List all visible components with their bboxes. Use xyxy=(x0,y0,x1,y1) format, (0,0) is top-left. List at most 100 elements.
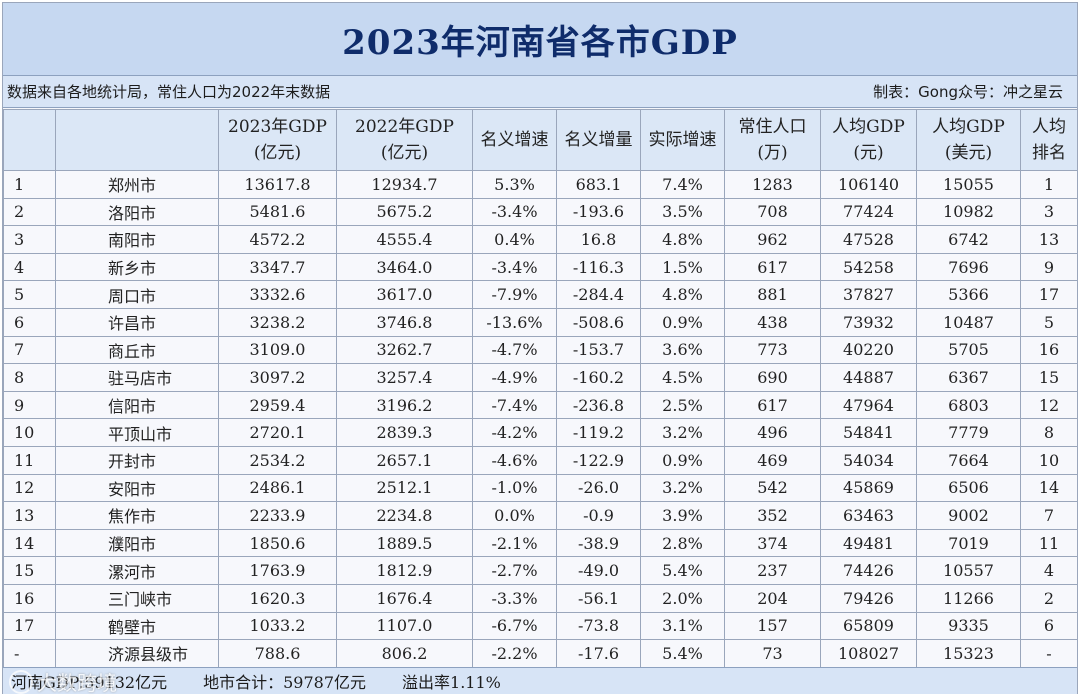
table-cell: -7.4% xyxy=(472,390,557,420)
table-cell: 3 xyxy=(3,225,56,254)
header-cell: 人均GDP (元) xyxy=(820,109,917,171)
header-cell: 常住人口 (万) xyxy=(724,109,821,171)
table-cell: 63463 xyxy=(820,501,917,530)
table-cell: -0.9 xyxy=(556,501,641,530)
table-cell: -3.3% xyxy=(472,583,557,613)
header-cell: 人均GDP (美元) xyxy=(916,109,1021,171)
table-cell: -284.4 xyxy=(556,280,641,309)
header-cell: 2022年GDP (亿元) xyxy=(336,109,473,171)
table-cell: 204 xyxy=(724,583,821,613)
table-cell: 14 xyxy=(3,528,56,558)
table-cell: 54258 xyxy=(820,252,917,282)
table-cell: 469 xyxy=(724,445,821,475)
table-cell: 5 xyxy=(3,280,56,309)
city-name-cell: 开封市 xyxy=(55,445,219,475)
table-cell: 374 xyxy=(724,528,821,558)
table-cell: - xyxy=(3,639,56,668)
city-name-cell: 新乡市 xyxy=(55,252,219,282)
table-cell: 108027 xyxy=(820,639,917,668)
source-note-bar: 数据来自各地统计局，常住人口为2022年末数据 制表：Gong众号：冲之星云 xyxy=(3,76,1077,108)
header-cell: 2023年GDP (亿元) xyxy=(218,109,337,171)
header-cell xyxy=(3,109,56,171)
table-cell: -13.6% xyxy=(472,307,557,337)
table-row: 16 三门峡市 1620.3 1676.4 -3.3% -56.1 2.0% 204 79426… xyxy=(3,583,1078,613)
table-cell: 15 xyxy=(1020,363,1078,392)
header-unit: 排名 xyxy=(1032,143,1066,163)
table-cell: 4.8% xyxy=(640,225,725,254)
table-cell: 17 xyxy=(3,611,56,641)
table-cell: 5 xyxy=(1020,307,1078,337)
table-cell: 45869 xyxy=(820,473,917,503)
table-cell: 49481 xyxy=(820,528,917,558)
table-cell: -17.6 xyxy=(556,639,641,668)
table-cell: 3109.0 xyxy=(218,335,337,365)
table-cell: 237 xyxy=(724,556,821,585)
table-cell: 1283 xyxy=(724,170,821,199)
header-cell: 人均 排名 xyxy=(1020,109,1078,171)
author-note: 制表：Gong众号：冲之星云 xyxy=(873,83,1063,101)
table-cell: -4.7% xyxy=(472,335,557,365)
table-cell: 4 xyxy=(3,252,56,282)
table-cell: 40220 xyxy=(820,335,917,365)
table-cell: 17 xyxy=(1020,280,1078,309)
table-cell: 7 xyxy=(3,335,56,365)
table-cell: -3.4% xyxy=(472,252,557,282)
header-line: 2022年GDP xyxy=(355,117,454,137)
table-cell: -193.6 xyxy=(556,197,641,227)
table-cell: 0.9% xyxy=(640,445,725,475)
table-cell: 3196.2 xyxy=(336,390,473,420)
table-cell: 4572.2 xyxy=(218,225,337,254)
table-cell: 4.5% xyxy=(640,363,725,392)
table-cell: 1 xyxy=(1020,170,1078,199)
table-cell: 74426 xyxy=(820,556,917,585)
table-cell: 0.0% xyxy=(472,501,557,530)
table-cell: 14 xyxy=(1020,473,1078,503)
table-row: 8 驻马店市 3097.2 3257.4 -4.9% -160.2 4.5% 690 44887… xyxy=(3,363,1078,392)
table-cell: 3.2% xyxy=(640,473,725,503)
city-name-cell: 许昌市 xyxy=(55,307,219,337)
title-bar: 2023年河南省各市GDP xyxy=(3,3,1077,76)
table-cell: 6 xyxy=(3,307,56,337)
header-row: 2023年GDP (亿元) 2022年GDP (亿元) 名义增速 名义增量 实际增速 常住人口… xyxy=(3,109,1078,171)
table-cell: -3.4% xyxy=(472,197,557,227)
table-cell: 3.1% xyxy=(640,611,725,641)
table-cell: 3097.2 xyxy=(218,363,337,392)
table-cell: 2233.9 xyxy=(218,501,337,530)
table-cell: 788.6 xyxy=(218,639,337,668)
table-cell: 6367 xyxy=(916,363,1021,392)
table-cell: -4.2% xyxy=(472,418,557,447)
table-cell: 12934.7 xyxy=(336,170,473,199)
table-cell: 438 xyxy=(724,307,821,337)
header-unit: (亿元) xyxy=(380,143,429,163)
source-note: 数据来自各地统计局，常住人口为2022年末数据 xyxy=(7,83,331,101)
table-cell: 2839.3 xyxy=(336,418,473,447)
table-cell: 962 xyxy=(724,225,821,254)
table-cell: 1033.2 xyxy=(218,611,337,641)
table-cell: - xyxy=(1020,639,1078,668)
table-row: 6 许昌市 3238.2 3746.8 -13.6% -508.6 0.9% 438 73932… xyxy=(3,307,1078,337)
table-cell: 9002 xyxy=(916,501,1021,530)
city-name-cell: 郑州市 xyxy=(55,170,219,199)
table-cell: 542 xyxy=(724,473,821,503)
table-cell: 7779 xyxy=(916,418,1021,447)
table-body: 1 郑州市 13617.8 12934.7 5.3% 683.1 7.4% 1283 10614… xyxy=(3,170,1078,668)
table-cell: 1812.9 xyxy=(336,556,473,585)
city-name-cell: 濮阳市 xyxy=(55,528,219,558)
city-name-cell: 信阳市 xyxy=(55,390,219,420)
table-cell: 3262.7 xyxy=(336,335,473,365)
city-name-cell: 漯河市 xyxy=(55,556,219,585)
table-row: 11 开封市 2534.2 2657.1 -4.6% -122.9 0.9% 469 54034… xyxy=(3,445,1078,475)
city-name-cell: 安阳市 xyxy=(55,473,219,503)
table-cell: 10487 xyxy=(916,307,1021,337)
header-cell: 名义增速 xyxy=(472,109,557,171)
table-cell: 2 xyxy=(1020,583,1078,613)
table-cell: 157 xyxy=(724,611,821,641)
table-cell: 708 xyxy=(724,197,821,227)
table-cell: 7.4% xyxy=(640,170,725,199)
table-cell: 5675.2 xyxy=(336,197,473,227)
table-row: 14 濮阳市 1850.6 1889.5 -2.1% -38.9 2.8% 374 49481 7… xyxy=(3,528,1078,558)
table-cell: 3.9% xyxy=(640,501,725,530)
table-row: 7 商丘市 3109.0 3262.7 -4.7% -153.7 3.6% 773 40220 5… xyxy=(3,335,1078,365)
table-cell: 1889.5 xyxy=(336,528,473,558)
city-name-cell: 商丘市 xyxy=(55,335,219,365)
